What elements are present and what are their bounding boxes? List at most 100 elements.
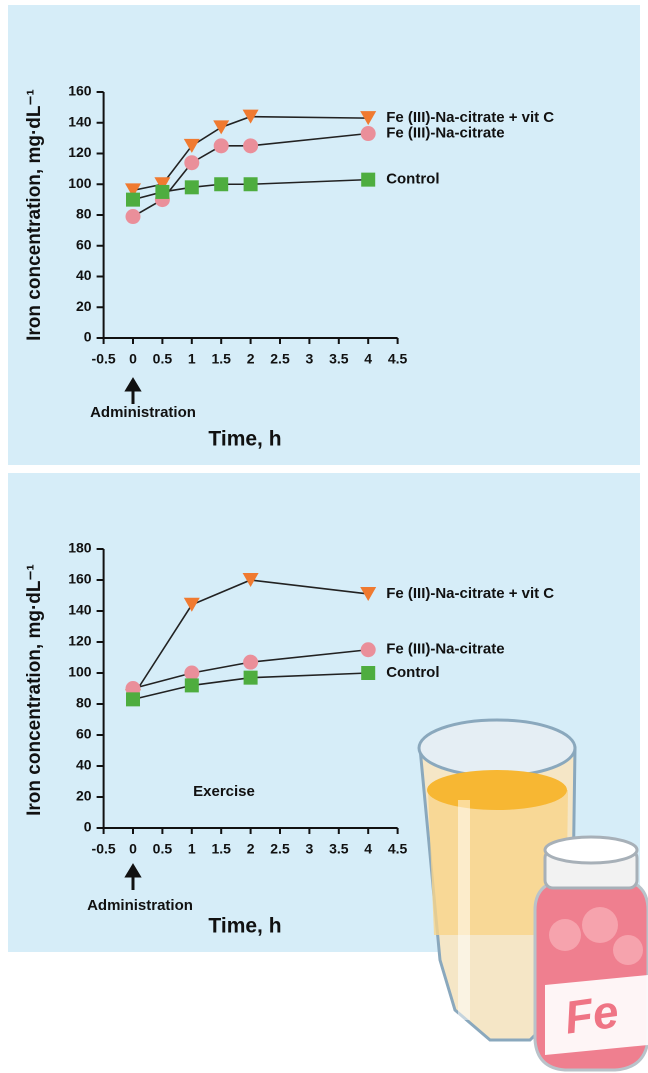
x-tick-label: 4.5 <box>388 351 408 367</box>
cap-top <box>543 835 639 865</box>
point <box>184 155 200 171</box>
glass-shine <box>458 800 470 1020</box>
legend-label: Fe (III)-Na-citrate + vit C <box>386 585 554 602</box>
glass-rim <box>417 718 577 778</box>
x-tick-label: 3 <box>306 841 314 857</box>
arrow <box>124 377 142 404</box>
point <box>360 111 377 126</box>
arrow <box>124 863 142 890</box>
y-tick-label: 180 <box>68 540 92 556</box>
y-tick-label: 40 <box>76 267 92 283</box>
point <box>243 654 259 670</box>
point <box>360 642 376 658</box>
juice-top <box>427 770 567 810</box>
x-tick-label: 4 <box>364 841 372 857</box>
y-tick-label: 60 <box>76 726 92 742</box>
y-axis-label: Iron concentration, mg·dL⁻¹ <box>24 89 45 341</box>
pill <box>582 907 618 943</box>
annotation: Exercise <box>193 783 255 800</box>
y-tick-label: 160 <box>68 83 92 99</box>
x-axis-label: Time, h <box>208 915 281 938</box>
point <box>361 172 376 187</box>
point <box>360 586 377 601</box>
y-tick-label: 100 <box>68 664 92 680</box>
bottle-text: Fe <box>561 985 621 1044</box>
y-tick-label: 120 <box>68 144 92 160</box>
point <box>125 209 141 225</box>
point <box>213 120 230 135</box>
x-tick-label: 2.5 <box>270 841 290 857</box>
y-tick-label: 60 <box>76 236 92 252</box>
y-tick-label: 80 <box>76 206 92 222</box>
point <box>361 666 376 680</box>
point <box>213 138 229 154</box>
y-tick-label: 20 <box>76 788 92 804</box>
pill <box>549 919 581 951</box>
y-tick-label: 40 <box>76 757 92 773</box>
point <box>242 573 259 587</box>
y-tick-label: 160 <box>68 571 92 587</box>
y-tick-label: 140 <box>68 113 92 129</box>
pill <box>613 935 643 965</box>
point <box>184 665 200 681</box>
y-axis-label: Iron concentration, mg·dL⁻¹ <box>24 564 45 816</box>
y-tick-label: 100 <box>68 175 92 191</box>
point <box>243 177 258 192</box>
y-tick-label: 0 <box>84 819 92 835</box>
series-line <box>132 672 369 701</box>
x-tick-label: 0 <box>129 841 137 857</box>
legend-label: Fe (III)-Na-citrate <box>386 124 504 141</box>
legend-label: Control <box>386 171 439 188</box>
point <box>183 597 200 612</box>
point <box>126 192 140 207</box>
legend-label: Fe (III)-Na-citrate + vit C <box>386 109 554 126</box>
point <box>243 138 259 154</box>
x-tick-label: 0 <box>129 351 137 367</box>
y-tick-label: 140 <box>68 602 92 618</box>
point <box>154 177 171 192</box>
series-line <box>132 648 369 690</box>
x-tick-label: 2 <box>247 841 255 857</box>
x-tick-label: 3.5 <box>329 841 349 857</box>
x-tick-label: 3.5 <box>329 351 349 367</box>
y-tick-label: 0 <box>84 329 92 345</box>
x-tick-label: 1 <box>188 351 196 367</box>
bottle-label <box>545 975 648 1055</box>
x-tick-label: 2.5 <box>270 351 290 367</box>
legend-label: Fe (III)-Na-citrate <box>386 641 504 658</box>
illustration: Fe <box>417 718 648 1072</box>
point <box>242 109 259 124</box>
point <box>126 692 140 707</box>
x-tick-label: 0.5 <box>153 351 173 367</box>
point <box>125 681 141 696</box>
panel <box>8 5 640 465</box>
annotation: Administration <box>90 404 196 421</box>
x-tick-label: 4 <box>364 351 372 367</box>
annotation: Administration <box>87 897 193 914</box>
point <box>214 177 229 192</box>
point <box>125 183 141 198</box>
x-tick-label: -0.5 <box>92 351 116 367</box>
x-tick-label: 2 <box>247 351 255 367</box>
point <box>155 184 170 199</box>
x-tick-label: 0.5 <box>153 841 173 857</box>
x-axis-label: Time, h <box>208 428 281 451</box>
point <box>360 126 376 142</box>
point <box>183 138 200 153</box>
point <box>184 678 199 693</box>
point <box>243 670 258 685</box>
y-tick-label: 20 <box>76 298 92 314</box>
x-tick-label: -0.5 <box>92 841 116 857</box>
x-tick-label: 1 <box>188 841 196 857</box>
x-tick-label: 3 <box>306 351 314 367</box>
legend-label: Control <box>386 664 439 681</box>
series-line <box>132 579 369 697</box>
y-tick-label: 80 <box>76 695 92 711</box>
point <box>184 180 199 195</box>
x-tick-label: 4.5 <box>388 841 408 857</box>
y-tick-label: 120 <box>68 633 92 649</box>
x-tick-label: 1.5 <box>211 351 231 367</box>
x-tick-label: 1.5 <box>211 841 231 857</box>
